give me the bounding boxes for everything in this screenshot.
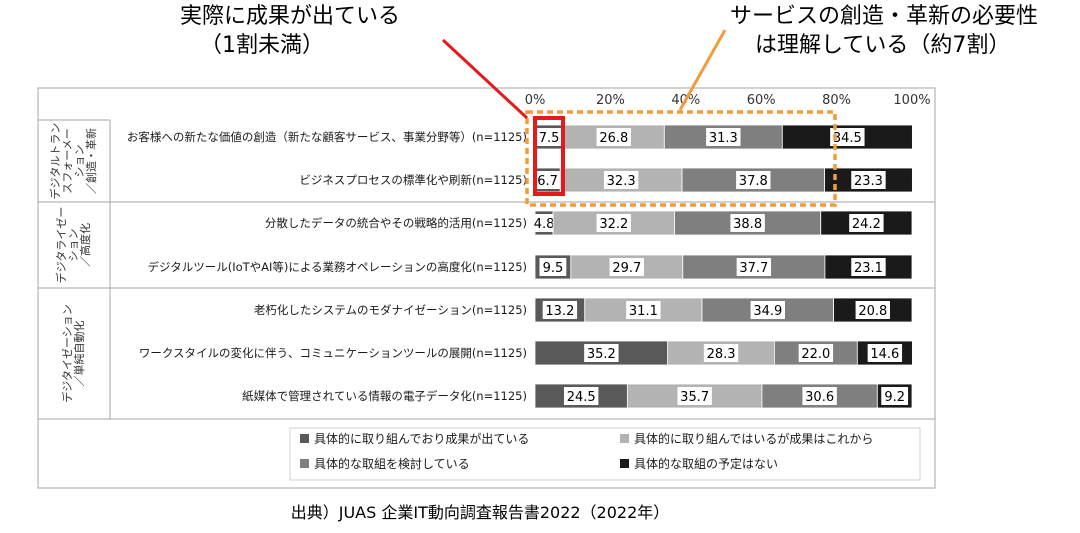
value-label: 37.7 bbox=[739, 261, 768, 276]
value-label-box bbox=[855, 301, 890, 319]
group-label-line: デジタライゼー bbox=[54, 207, 68, 284]
callout-right-line: は理解している（約7割） bbox=[755, 33, 1010, 58]
highlight-red-box bbox=[533, 116, 565, 196]
value-label: 35.2 bbox=[587, 347, 616, 362]
value-label-box bbox=[798, 344, 834, 362]
value-label: 24.2 bbox=[852, 217, 881, 232]
value-label-box bbox=[626, 301, 661, 319]
value-label: 32.3 bbox=[607, 174, 636, 189]
value-label-box bbox=[730, 214, 765, 232]
value-label: 34.5 bbox=[833, 131, 862, 146]
group-label-line: デジタイゼーション bbox=[60, 304, 74, 403]
value-label-box bbox=[596, 128, 631, 146]
value-label: 29.7 bbox=[612, 261, 641, 276]
value-label-box bbox=[535, 128, 563, 146]
value-label: 26.8 bbox=[599, 131, 628, 146]
value-label: 14.6 bbox=[870, 347, 899, 362]
value-label-box bbox=[563, 387, 599, 405]
group-label-line: デジタルトラン bbox=[48, 123, 62, 200]
x-tick-label: 80% bbox=[822, 93, 851, 108]
value-label-box bbox=[584, 344, 619, 362]
value-label-box bbox=[736, 258, 772, 276]
value-label-box bbox=[849, 214, 884, 232]
value-label: 32.2 bbox=[599, 217, 628, 232]
value-label: 31.3 bbox=[709, 131, 738, 146]
value-label-box bbox=[867, 344, 903, 362]
value-label-box bbox=[706, 128, 741, 146]
category-label: 紙媒体で管理されている情報の電子データ化(n=1125) bbox=[242, 389, 527, 403]
value-label: 6.7 bbox=[537, 174, 558, 189]
legend-label: 具体的な取組を検討している bbox=[314, 456, 470, 471]
x-tick-label: 100% bbox=[893, 93, 930, 108]
category-label: 老朽化したシステムのモダナイゼーション(n=1125) bbox=[254, 303, 527, 317]
callout-line-left bbox=[441, 38, 529, 120]
legend-label: 具体的に取り組んではいるが成果はこれから bbox=[634, 431, 873, 446]
value-label-box bbox=[542, 301, 578, 319]
group-label-line: ション bbox=[67, 229, 80, 262]
value-label-box bbox=[750, 301, 785, 319]
value-label: 9.2 bbox=[884, 390, 905, 405]
value-label-box bbox=[603, 171, 639, 189]
value-label: 28.3 bbox=[707, 347, 736, 362]
group-label-line: ション bbox=[73, 145, 86, 178]
legend-label: 具体的に取り組んでおり成果が出ている bbox=[314, 431, 529, 446]
group-label-line: ／単純自動化 bbox=[72, 321, 86, 387]
category-label: 分散したデータの統合やその戦略的活用(n=1125) bbox=[265, 216, 527, 230]
value-label-box bbox=[851, 258, 886, 276]
group-label-line: スフォーメー bbox=[61, 128, 74, 194]
value-label: 9.5 bbox=[543, 261, 564, 276]
group-label-line: ／高度化 bbox=[78, 223, 92, 267]
value-label-box bbox=[703, 344, 739, 362]
value-label: 23.1 bbox=[854, 261, 883, 276]
legend-swatch bbox=[300, 434, 309, 443]
highlight-dashed-box bbox=[525, 110, 837, 207]
value-label-box bbox=[539, 258, 567, 276]
value-label: 20.8 bbox=[858, 304, 887, 319]
category-label: お客様への新たな価値の創造（新たな顧客サービス、事業分野等）(n=1125) bbox=[127, 130, 527, 144]
value-label: 22.0 bbox=[801, 347, 830, 362]
legend-label: 具体的な取組の予定はない bbox=[634, 456, 778, 471]
value-label-box bbox=[530, 214, 558, 232]
value-label: 37.8 bbox=[739, 174, 768, 189]
x-tick-label: 60% bbox=[747, 93, 776, 108]
callout-left-line: （1割未満） bbox=[200, 33, 324, 58]
legend-swatch bbox=[620, 459, 629, 468]
value-label: 34.9 bbox=[753, 304, 782, 319]
value-label-box bbox=[802, 387, 837, 405]
category-label: ワークスタイルの変化に伴う、コミュニケーションツールの展開(n=1125) bbox=[139, 346, 527, 360]
x-tick-label: 20% bbox=[596, 93, 625, 108]
value-label-box bbox=[851, 171, 886, 189]
callout-left-line: 実際に成果が出ている bbox=[180, 4, 400, 29]
category-label: ビジネスプロセスの標準化や刷新(n=1125) bbox=[299, 173, 527, 187]
x-tick-label: 0% bbox=[525, 93, 546, 108]
value-label: 30.6 bbox=[805, 390, 834, 405]
source-text: 出典）JUAS 企業IT動向調査報告書2022（2022年） bbox=[291, 503, 670, 522]
value-label-box bbox=[534, 171, 562, 189]
legend-swatch bbox=[300, 459, 309, 468]
value-label-box bbox=[881, 387, 909, 405]
value-label-box bbox=[736, 171, 771, 189]
value-label: 7.5 bbox=[539, 131, 560, 146]
callout-line-right bbox=[678, 29, 727, 111]
value-label: 13.2 bbox=[545, 304, 574, 319]
value-label: 35.7 bbox=[680, 390, 709, 405]
group-label-line: ／創造・革新 bbox=[84, 128, 98, 194]
value-label-box bbox=[596, 214, 631, 232]
value-label: 4.8 bbox=[534, 217, 555, 232]
callout-right-line: サービスの創造・革新の必要性 bbox=[730, 4, 1038, 29]
legend-swatch bbox=[620, 434, 629, 443]
value-label: 31.1 bbox=[629, 304, 658, 319]
value-label: 23.3 bbox=[854, 174, 883, 189]
value-label: 38.8 bbox=[733, 217, 762, 232]
category-label: デジタルツール(IoTやAI等)による業務オペレーションの高度化(n=1125) bbox=[147, 260, 527, 274]
value-label-box bbox=[830, 128, 865, 146]
value-label-box bbox=[609, 258, 644, 276]
legend-box bbox=[289, 427, 921, 481]
value-label-box bbox=[677, 387, 712, 405]
value-label: 24.5 bbox=[567, 390, 596, 405]
